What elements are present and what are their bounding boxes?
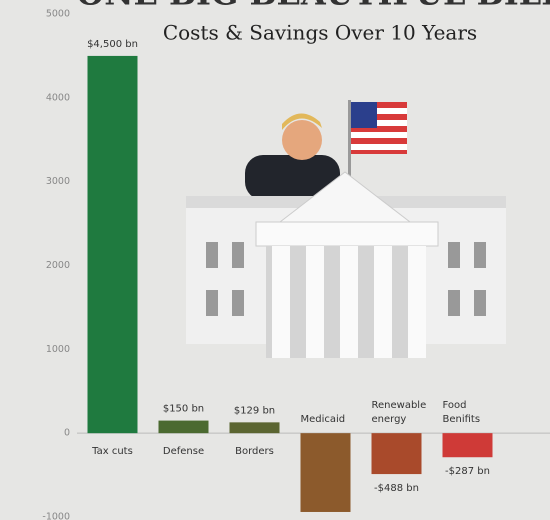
x-tick-label: Food Benifits bbox=[443, 400, 481, 425]
y-tick-label: 5000 bbox=[46, 9, 70, 20]
chart-subtitle: Costs & Savings Over 10 Years bbox=[163, 21, 477, 45]
y-tick-label: -1000 bbox=[42, 512, 70, 520]
y-tick-label: 0 bbox=[64, 428, 70, 439]
bar bbox=[442, 433, 493, 458]
white-house-illustration bbox=[186, 100, 506, 358]
bar bbox=[158, 420, 209, 434]
chart-title: ONE BIG BEAUTIFUL BILL bbox=[76, 0, 550, 13]
x-tick-label: Tax cuts bbox=[91, 446, 133, 457]
value-label: -$287 bn bbox=[445, 466, 490, 477]
y-tick-label: 4000 bbox=[46, 92, 70, 103]
bar bbox=[229, 422, 280, 434]
bar bbox=[87, 55, 138, 434]
value-label: $150 bn bbox=[163, 404, 204, 415]
x-tick-label: Borders bbox=[235, 446, 274, 457]
bar bbox=[300, 433, 351, 512]
x-tick-label: Renewable energy bbox=[372, 400, 430, 425]
value-label: $4,500 bn bbox=[87, 39, 138, 50]
y-tick-label: 1000 bbox=[46, 344, 70, 355]
value-label: -$488 bn bbox=[374, 483, 419, 494]
y-tick-label: 3000 bbox=[46, 176, 70, 187]
x-tick-label: Medicaid bbox=[301, 414, 346, 425]
x-tick-label: Defense bbox=[163, 446, 204, 457]
y-tick-label: 2000 bbox=[46, 260, 70, 271]
value-label: $129 bn bbox=[234, 405, 275, 416]
bar bbox=[371, 433, 422, 475]
